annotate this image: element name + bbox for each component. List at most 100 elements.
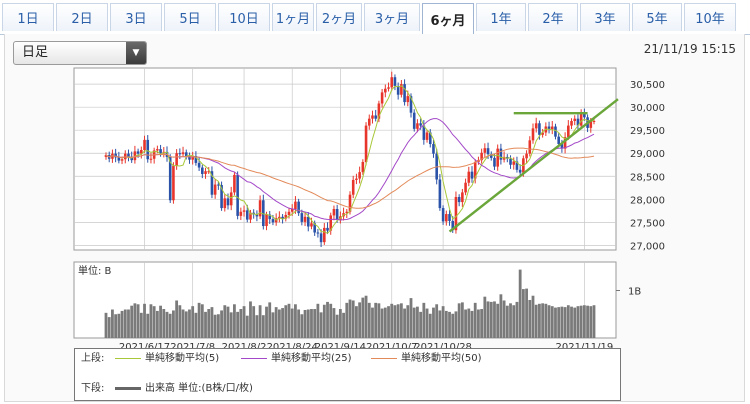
volume-bar xyxy=(525,288,528,338)
volume-bar xyxy=(188,309,191,338)
volume-bar xyxy=(499,294,503,338)
volume-bar xyxy=(239,309,243,338)
volume-bar xyxy=(377,303,381,338)
volume-bar xyxy=(197,302,201,338)
volume-bar xyxy=(342,312,345,338)
candle-body xyxy=(172,165,175,201)
candle-body xyxy=(412,112,416,129)
volume-bar xyxy=(345,302,349,338)
candle-body xyxy=(290,208,294,212)
candle-body xyxy=(489,154,493,158)
volume-bar xyxy=(133,303,137,338)
volume-bar xyxy=(300,314,304,338)
tab-period-14[interactable]: 10年 xyxy=(684,3,736,31)
candle-body xyxy=(258,200,262,217)
volume-bar xyxy=(268,302,272,338)
triangle-down-icon[interactable]: ▼ xyxy=(126,42,146,64)
candle-body xyxy=(223,198,227,209)
volume-bar xyxy=(104,312,108,338)
ma50-swatch xyxy=(371,357,397,359)
volume-bar xyxy=(271,312,275,338)
volume-bar xyxy=(544,303,548,338)
volume-bar xyxy=(204,311,207,338)
candle-body xyxy=(281,216,284,219)
volume-bar xyxy=(226,306,230,338)
candle-body xyxy=(213,184,217,195)
tab-period-4[interactable]: 5日 xyxy=(164,3,216,31)
candle-body xyxy=(294,201,297,209)
candle-body xyxy=(464,182,467,193)
candle-body xyxy=(541,132,544,135)
tab-period-1[interactable]: 1日 xyxy=(2,3,54,31)
tab-period-5[interactable]: 10日 xyxy=(218,3,270,31)
tab-period-13[interactable]: 5年 xyxy=(632,3,682,31)
volume-bar xyxy=(428,313,432,338)
candle-body xyxy=(467,171,471,183)
volume-bar xyxy=(512,305,516,338)
volume-bar xyxy=(582,305,586,338)
volume-bar xyxy=(306,309,310,338)
candle-body xyxy=(287,211,291,215)
tab-period-2[interactable]: 2日 xyxy=(56,3,108,31)
volume-bar xyxy=(502,300,506,338)
tab-period-6[interactable]: 1ヶ月 xyxy=(272,3,314,31)
volume-bar xyxy=(223,305,227,338)
candle-body xyxy=(326,227,329,231)
candle-body xyxy=(278,216,281,219)
volume-bar xyxy=(444,310,448,338)
candle-body xyxy=(114,153,117,158)
tab-period-9[interactable]: 6ヶ月 xyxy=(422,3,474,34)
candle-body xyxy=(480,152,483,161)
tab-period-8[interactable]: 3ヶ月 xyxy=(364,3,420,31)
candle-body xyxy=(323,227,326,243)
volume-bar xyxy=(451,313,455,338)
candle-body xyxy=(550,126,554,130)
volume-bar xyxy=(249,301,252,338)
tab-period-3[interactable]: 3日 xyxy=(110,3,162,31)
candle-body xyxy=(233,174,236,193)
bar-type-select[interactable]: 日足 ▼ xyxy=(13,41,147,65)
candle-body xyxy=(351,179,355,195)
candle-body xyxy=(194,156,198,163)
volume-bar xyxy=(245,315,249,338)
period-tab-bar: 1日 2日 3日 5日 10日 1ヶ月 2ヶ月 3ヶ月 6ヶ月 1年 2年 3年 5年 10年 xyxy=(0,0,750,35)
candle-body xyxy=(451,220,455,231)
volume-bar xyxy=(294,304,297,338)
date-tick-label: 2021/6/17 xyxy=(119,342,170,353)
tab-period-7[interactable]: 2ヶ月 xyxy=(316,3,362,31)
volume-bar xyxy=(172,310,175,338)
date-tick-label: 2021/10/7 xyxy=(366,342,417,353)
tab-period-10[interactable]: 1年 xyxy=(476,3,526,31)
candle-body xyxy=(438,179,442,209)
volume-bar xyxy=(220,310,223,338)
bar-type-value: 日足 xyxy=(22,45,49,60)
volume-bar xyxy=(467,308,471,338)
volume-bar xyxy=(194,312,198,338)
tab-period-12[interactable]: 3年 xyxy=(580,3,630,31)
candle-body xyxy=(310,223,313,227)
volume-bar xyxy=(303,309,307,338)
candle-body xyxy=(229,192,233,206)
volume-bar xyxy=(496,303,500,338)
candle-body xyxy=(528,140,532,154)
candle-body xyxy=(470,171,474,179)
candle-body xyxy=(188,156,191,160)
candle-body xyxy=(120,159,124,161)
volume-bar xyxy=(515,301,519,338)
date-tick-label: 2021/9/14 xyxy=(315,342,366,353)
volume-bar xyxy=(393,305,397,338)
volume-bar xyxy=(528,300,532,338)
legend-ma50: 単純移動平均(50) xyxy=(371,352,482,366)
volume-bar xyxy=(130,305,134,338)
legend-ma50-label: 単純移動平均(50) xyxy=(401,353,482,364)
volume-bar xyxy=(332,308,336,338)
volume-bar xyxy=(534,304,538,338)
candle-body xyxy=(493,157,496,167)
tab-period-11[interactable]: 2年 xyxy=(528,3,578,31)
volume-bar xyxy=(146,313,150,338)
volume-swatch xyxy=(115,386,141,390)
legend-upper-label: 上段: xyxy=(81,353,105,364)
legend-ma5-label: 単純移動平均(5) xyxy=(145,353,220,364)
volume-bar xyxy=(531,295,535,338)
candle-body xyxy=(374,115,377,119)
